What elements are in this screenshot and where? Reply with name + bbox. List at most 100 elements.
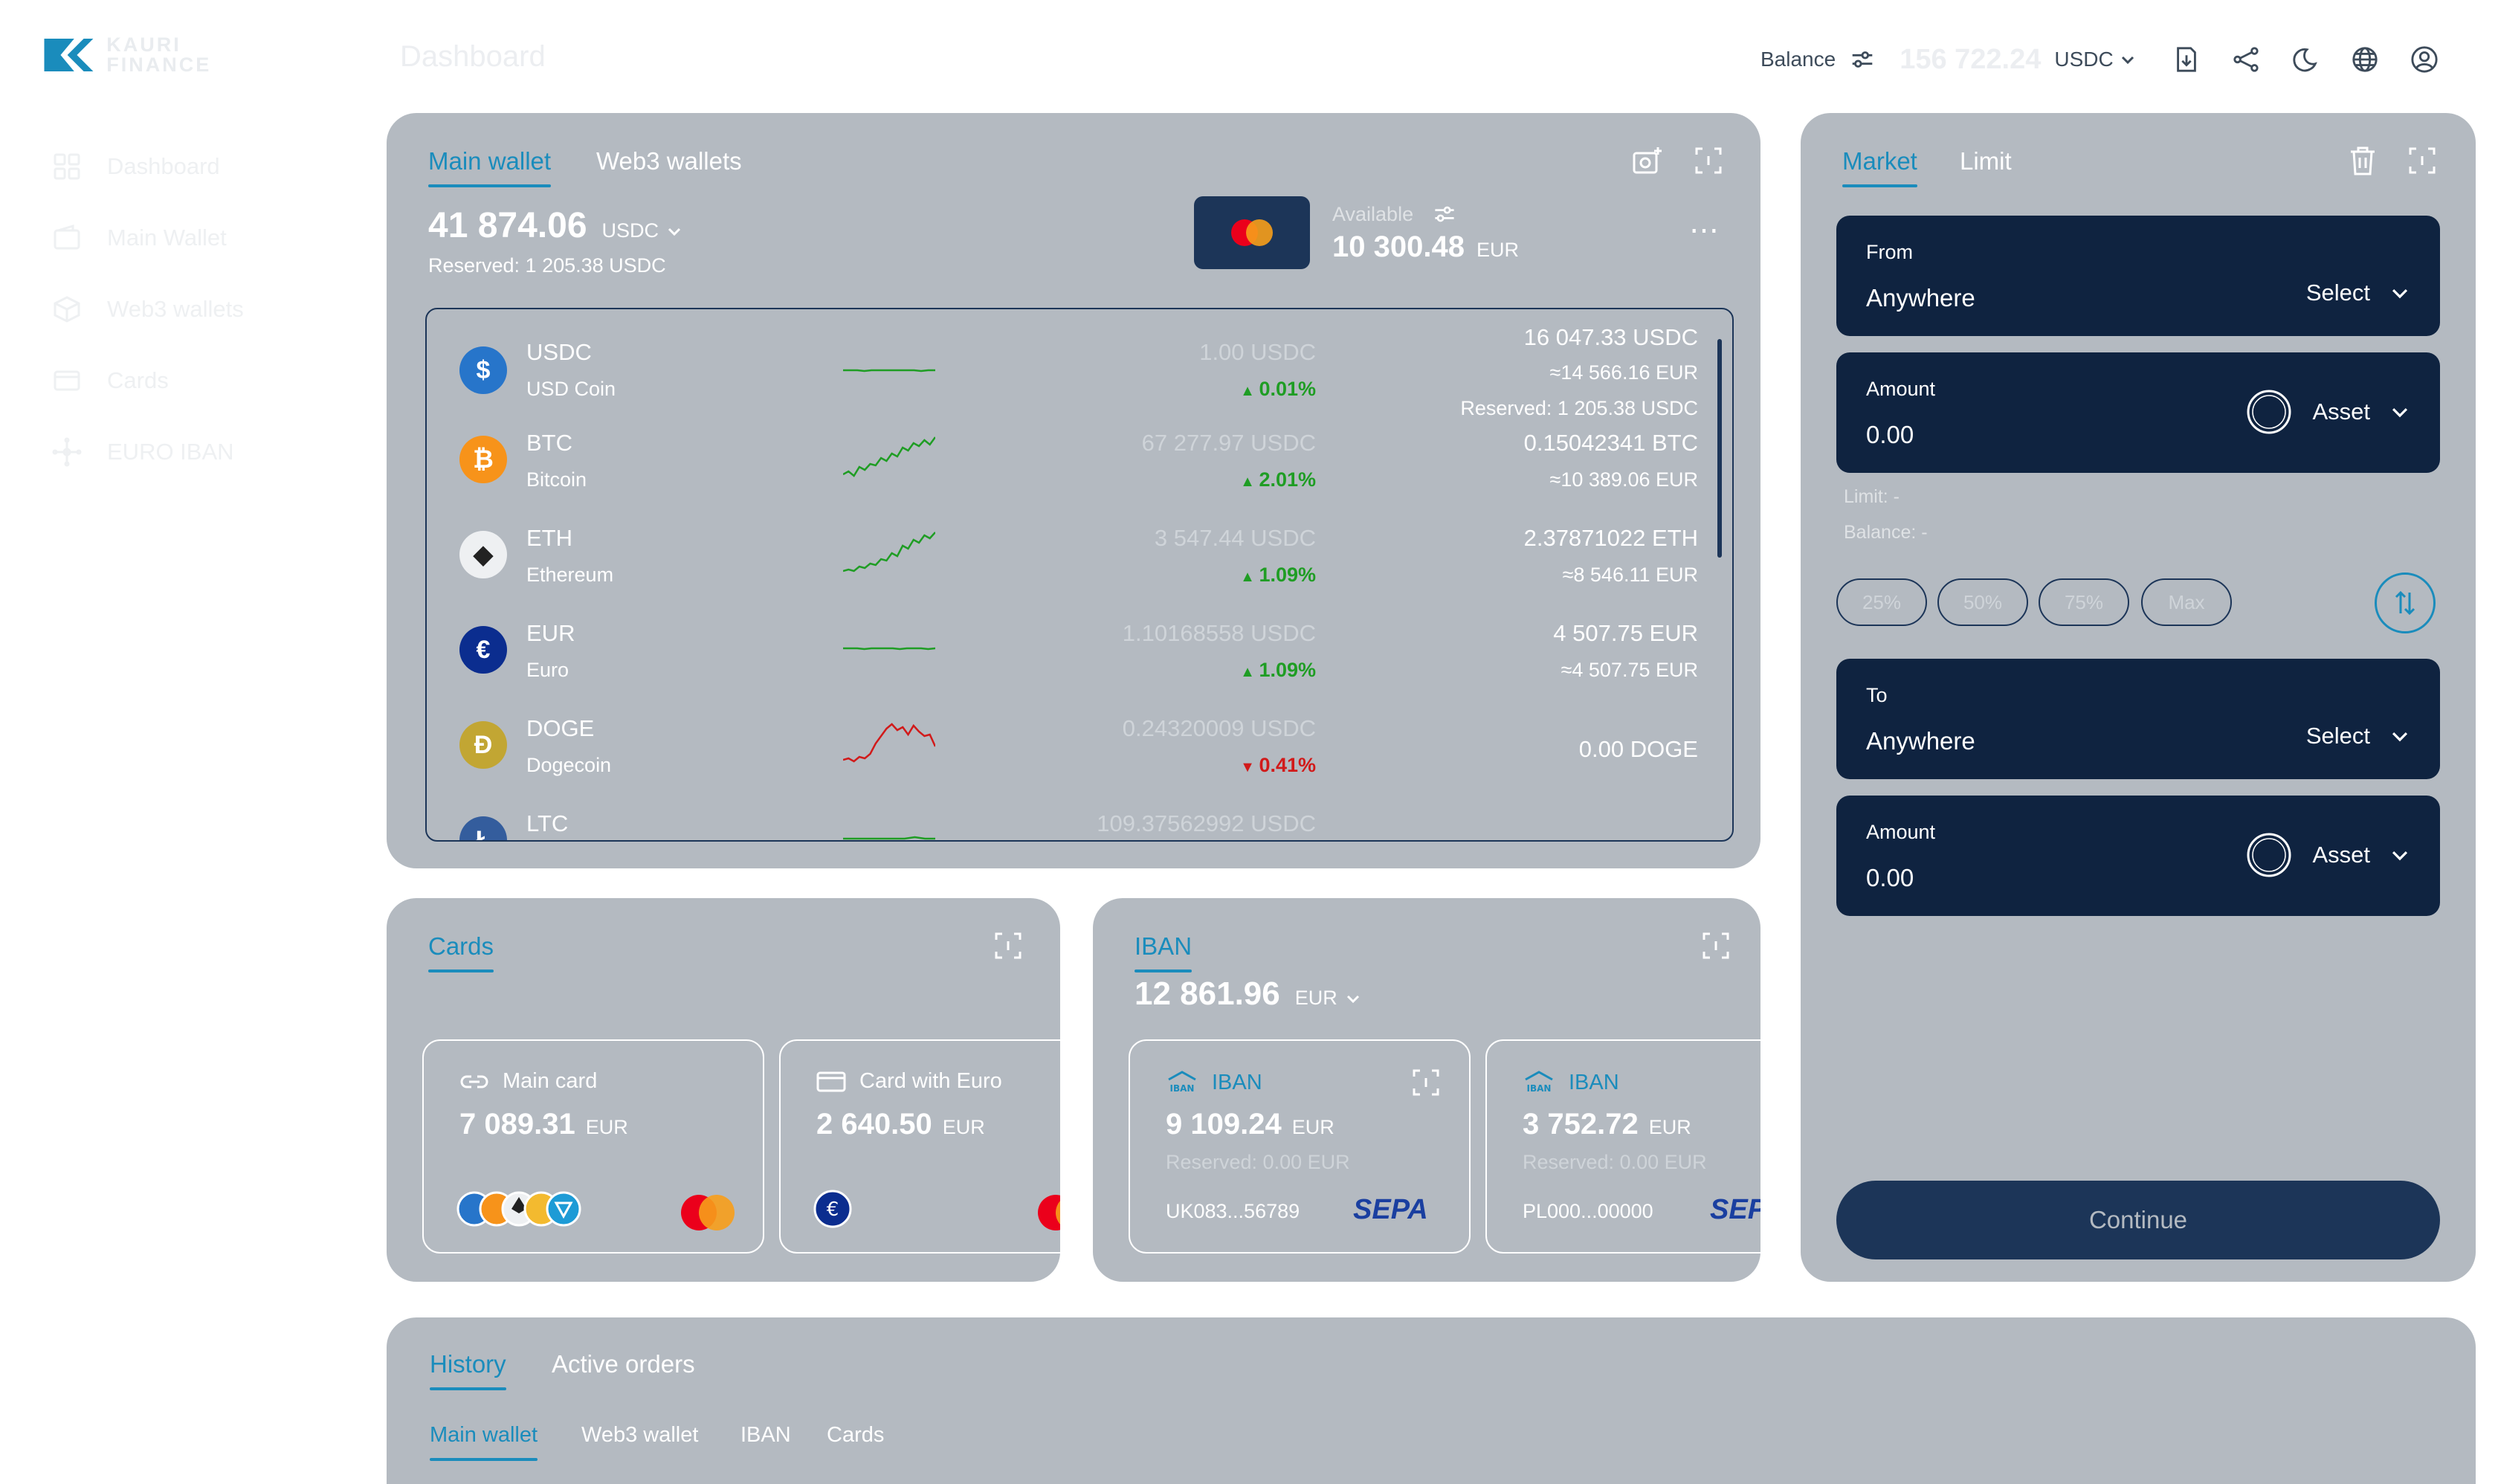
- expand-icon[interactable]: [1410, 1066, 1442, 1099]
- tab-history[interactable]: History: [430, 1350, 506, 1390]
- percent-75-button[interactable]: 75%: [2039, 578, 2129, 626]
- tab-main-wallet[interactable]: Main wallet: [428, 147, 552, 187]
- expand-icon[interactable]: [1700, 929, 1732, 962]
- globe-icon[interactable]: [2350, 45, 2380, 74]
- tab-market[interactable]: Market: [1842, 147, 1917, 187]
- expand-icon[interactable]: [1692, 144, 1725, 177]
- asset-row[interactable]: ŁLTCLitecoin109.37562992 USDC: [427, 793, 1732, 840]
- limit-text: Limit: -: [1844, 486, 1900, 507]
- asset-row[interactable]: € EUR Euro 1.10168558 USDC ▲ 1.09% 4 507.75 E…: [427, 602, 1732, 697]
- balance-currency-select[interactable]: USDC: [2054, 48, 2135, 71]
- iban-amount: 12 861.96: [1135, 975, 1280, 1012]
- tab-limit[interactable]: Limit: [1960, 147, 2012, 175]
- asset-price: 0.24320009 USDC: [1122, 715, 1316, 741]
- sidebar-item-cards[interactable]: Cards: [52, 345, 364, 416]
- euro-coin-icon: €: [813, 1190, 852, 1228]
- linked-card-thumbnail[interactable]: [1194, 196, 1310, 269]
- asset-change: ▲ 1.09%: [1240, 659, 1316, 682]
- percent-50-button[interactable]: 50%: [1937, 578, 2028, 626]
- chevron-down-icon: [2392, 289, 2408, 299]
- asset-row[interactable]: ₿ BTC Bitcoin 67 277.97 USDC ▲ 2.01% 0.150423…: [427, 412, 1732, 507]
- to-label: To: [1866, 684, 1888, 706]
- sidebar-item-web3-wallets[interactable]: Web3 wallets: [52, 274, 364, 345]
- trash-icon[interactable]: [2346, 144, 2379, 177]
- cards-title[interactable]: Cards: [428, 932, 494, 972]
- asset-select[interactable]: Asset: [2245, 388, 2410, 436]
- amount-value: 0.00: [1866, 421, 1914, 448]
- asset-name: Euro: [526, 659, 569, 681]
- coin-glyph: ◆: [473, 541, 494, 569]
- add-screenshot-icon[interactable]: [1631, 144, 1664, 177]
- subtab-web3-wallet[interactable]: Web3 wallet: [581, 1423, 699, 1447]
- continue-button[interactable]: Continue: [1836, 1181, 2440, 1259]
- iban-currency-select[interactable]: EUR: [1295, 987, 1361, 1010]
- main-wallet-panel: [387, 113, 1760, 868]
- svg-text:€: €: [827, 1199, 839, 1221]
- export-icon[interactable]: [2172, 45, 2201, 74]
- scrollbar[interactable]: [1717, 339, 1722, 558]
- percent-25-button[interactable]: 25%: [1836, 578, 1927, 626]
- to-select[interactable]: To Anywhere Select: [1836, 659, 2440, 779]
- expand-icon[interactable]: [992, 929, 1024, 962]
- amount-to-input[interactable]: Amount 0.00 Asset: [1836, 796, 2440, 916]
- main-wallet-currency-select[interactable]: USDC: [602, 219, 683, 242]
- available-amount: 10 300.48: [1332, 230, 1465, 263]
- from-select-trigger[interactable]: Select: [2306, 280, 2410, 306]
- share-icon[interactable]: [2231, 45, 2261, 74]
- asset-sparkline: [843, 369, 935, 372]
- iban-account-title: IBAN IBAN: [1166, 1069, 1262, 1096]
- moon-icon[interactable]: [2291, 45, 2320, 74]
- available-label: Available: [1332, 202, 1414, 225]
- iban-account-number: PL000...00000: [1523, 1200, 1653, 1222]
- asset-price: 1.00 USDC: [1199, 339, 1316, 365]
- iban-title[interactable]: IBAN: [1135, 932, 1192, 972]
- amount-input[interactable]: Amount 0.00 Asset: [1836, 352, 2440, 473]
- subtab-cards[interactable]: Cards: [827, 1423, 885, 1447]
- doge-coin-icon: Ð: [459, 721, 507, 769]
- asset-to-select[interactable]: Asset: [2245, 831, 2410, 879]
- sidebar-item-euro-iban[interactable]: EURO IBAN: [52, 416, 364, 488]
- amount-to-value: 0.00: [1866, 864, 1914, 891]
- asset-row[interactable]: ◆ ETH Ethereum 3 547.44 USDC ▲ 1.09% 2.378710…: [427, 507, 1732, 602]
- iban-account-card[interactable]: IBAN IBAN 9 109.24 EUR Reserved: 0.00 EUR…: [1129, 1039, 1471, 1254]
- iban-icon: IBAN: [1168, 1071, 1196, 1094]
- asset-list[interactable]: $ USDC USD Coin 1.00 USDC ▲ 0.01% 16 047.33 U…: [425, 308, 1734, 842]
- iban-account-title: IBAN IBAN: [1523, 1069, 1619, 1096]
- iban-currency: EUR: [1294, 987, 1337, 1009]
- more-options-icon[interactable]: ⋯: [1689, 214, 1720, 247]
- balance-value: 156 722.24: [1900, 43, 2042, 75]
- sepa-logo: SEPA: [1353, 1194, 1428, 1225]
- user-icon[interactable]: [2410, 45, 2439, 74]
- swap-button[interactable]: [2375, 572, 2436, 633]
- asset-change-value: 0.01%: [1259, 378, 1316, 400]
- chevron-down-icon: [1346, 995, 1359, 1003]
- chevron-down-icon: [2392, 732, 2408, 742]
- logo[interactable]: KAURI FINANCE: [40, 33, 278, 77]
- subtab-iban[interactable]: IBAN: [740, 1423, 791, 1447]
- asset-name: Ethereum: [526, 564, 614, 586]
- subtab-main-wallet[interactable]: Main wallet: [430, 1423, 538, 1461]
- expand-icon[interactable]: [2406, 144, 2439, 177]
- asset-row[interactable]: Ð DOGE Dogecoin 0.24320009 USDC ▼ 0.41% 0.00 …: [427, 697, 1732, 793]
- asset-symbol: USDC: [526, 339, 592, 365]
- card-item[interactable]: Card with Euro 2 640.50 EUR €: [779, 1039, 1060, 1254]
- sidebar-item-main-wallet[interactable]: Main Wallet: [52, 202, 364, 274]
- filter-icon[interactable]: [1431, 201, 1458, 228]
- asset-balance: 4 507.75 EUR: [1553, 620, 1698, 646]
- filter-icon[interactable]: [1847, 45, 1877, 74]
- asset-row[interactable]: $ USDC USD Coin 1.00 USDC ▲ 0.01% 16 047.33 U…: [427, 309, 1732, 419]
- iban-account-card[interactable]: IBAN IBAN 3 752.72 EUR Reserved: 0.00 EUR…: [1485, 1039, 1760, 1254]
- tab-web3-wallets[interactable]: Web3 wallets: [596, 147, 742, 175]
- from-select[interactable]: From Anywhere Select: [1836, 216, 2440, 336]
- mastercard-icon: [681, 1195, 735, 1230]
- ltc-coin-icon: Ł: [459, 816, 507, 840]
- tab-active-orders[interactable]: Active orders: [552, 1350, 695, 1378]
- sidebar-item-dashboard[interactable]: Dashboard: [52, 131, 364, 202]
- card-item[interactable]: Main card 7 089.31 EUR: [422, 1039, 764, 1254]
- asset-sparkline: [843, 532, 935, 572]
- main-wallet-reserved: Reserved: 1 205.38 USDC: [428, 254, 666, 277]
- chevron-down-icon: [2392, 408, 2408, 418]
- svg-text:IBAN: IBAN: [1170, 1083, 1195, 1094]
- to-select-trigger[interactable]: Select: [2306, 723, 2410, 749]
- max-button[interactable]: Max: [2141, 578, 2232, 626]
